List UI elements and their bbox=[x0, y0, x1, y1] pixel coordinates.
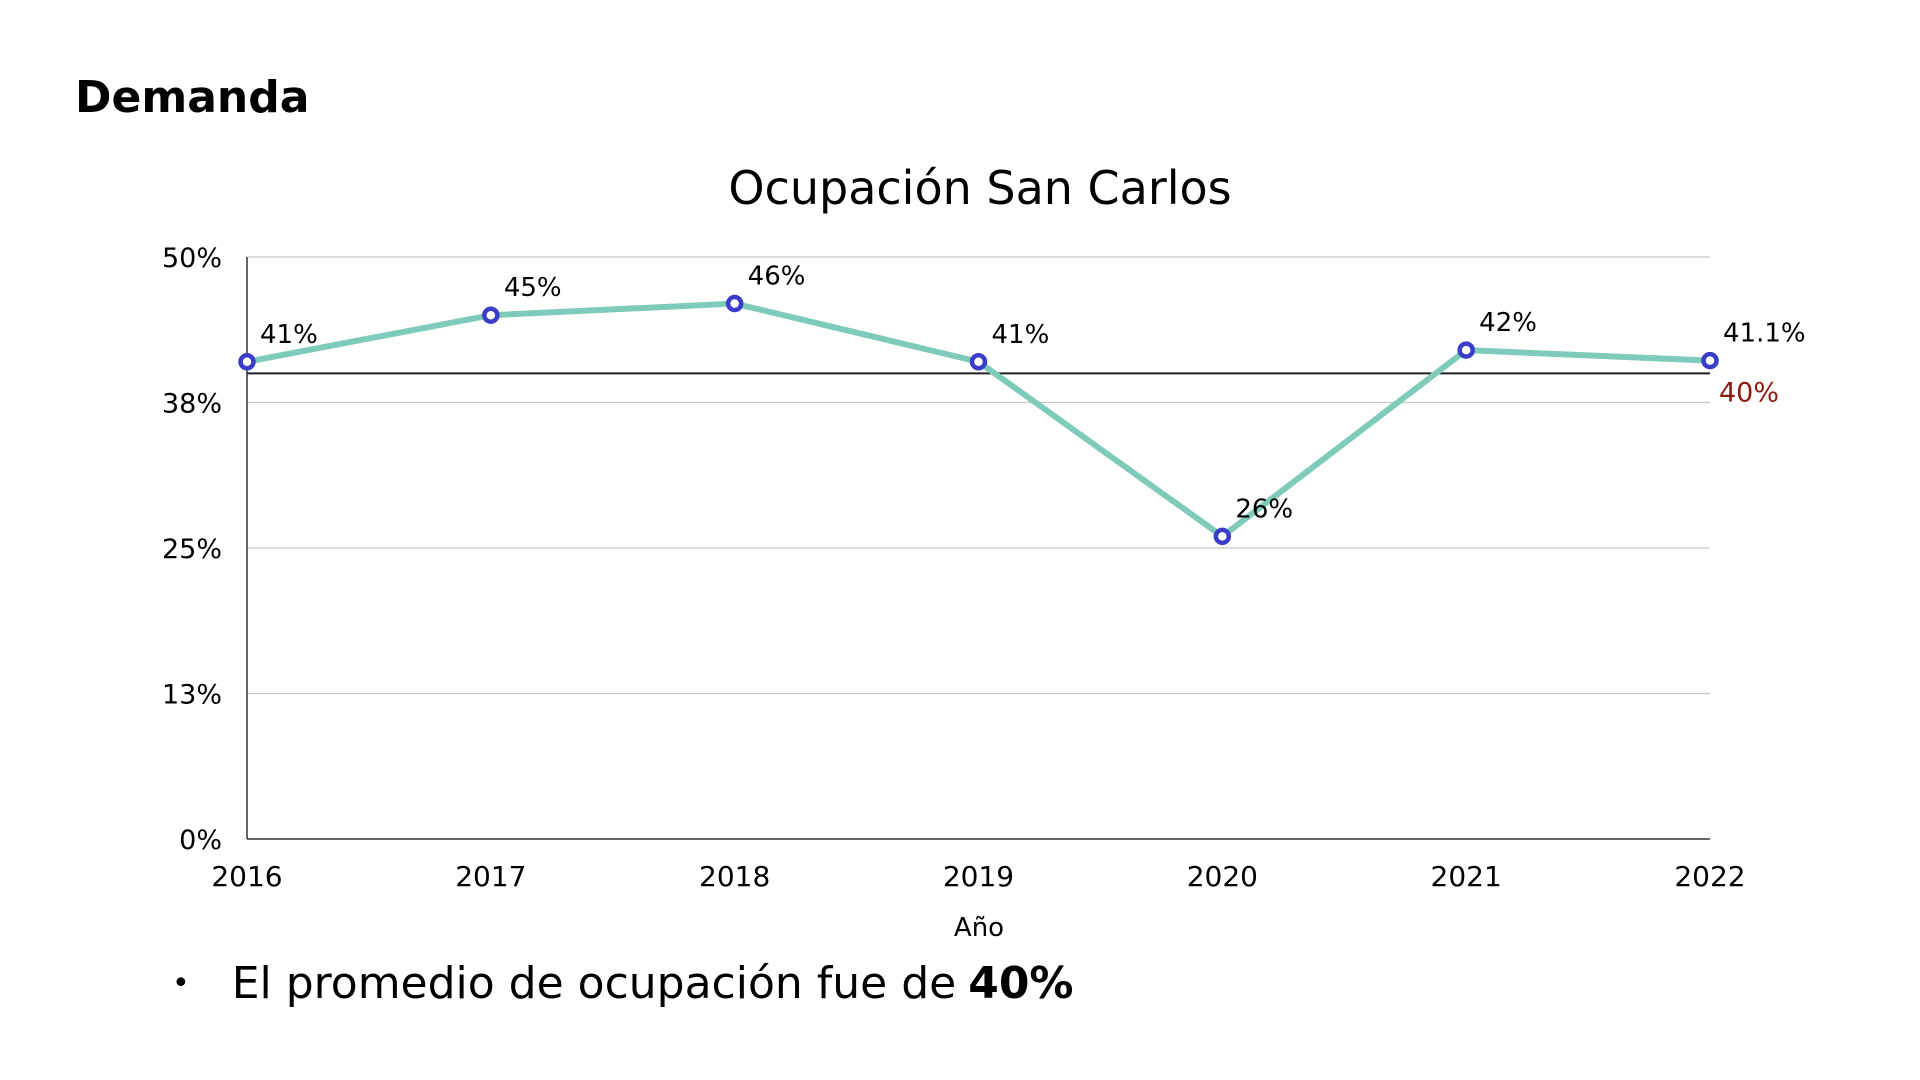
data-point bbox=[1701, 351, 1719, 370]
data-point bbox=[1457, 341, 1475, 359]
x-axis-label: Año bbox=[954, 913, 1004, 943]
x-tick-label: 2020 bbox=[1187, 860, 1258, 893]
data-label: 41% bbox=[260, 320, 318, 350]
x-tick-label: 2017 bbox=[455, 860, 526, 893]
data-label: 41.1% bbox=[1723, 319, 1806, 349]
x-tick-label: 2022 bbox=[1674, 860, 1745, 893]
y-tick-label: 38% bbox=[162, 389, 222, 420]
data-label: 26% bbox=[1235, 494, 1293, 524]
chart-title: Ocupación San Carlos bbox=[728, 161, 1231, 215]
bullet-bold-value: 40% bbox=[968, 958, 1074, 1009]
data-label: 41% bbox=[992, 320, 1050, 350]
summary-bullet: • El promedio de ocupación fue de 40% bbox=[172, 958, 1074, 1009]
bullet-dot: • bbox=[172, 966, 190, 1001]
x-tick-label: 2021 bbox=[1431, 860, 1502, 893]
y-tick-label: 0% bbox=[179, 825, 222, 856]
series-line bbox=[246, 300, 1711, 540]
y-tick-label: 25% bbox=[162, 534, 222, 565]
y-tick-label: 13% bbox=[162, 680, 222, 711]
y-tick-label: 50% bbox=[162, 243, 222, 274]
section-heading: Demanda bbox=[75, 72, 310, 123]
data-point bbox=[238, 353, 256, 371]
x-tick-label: 2016 bbox=[211, 860, 282, 893]
data-point bbox=[1213, 527, 1232, 546]
x-tick-label: 2018 bbox=[699, 860, 770, 893]
bullet-text: El promedio de ocupación fue de bbox=[231, 958, 957, 1009]
data-label: 45% bbox=[504, 273, 562, 303]
data-point bbox=[725, 294, 744, 313]
data-label: 42% bbox=[1479, 308, 1537, 338]
data-point bbox=[482, 306, 500, 324]
x-tick-label: 2019 bbox=[943, 860, 1014, 893]
average-label: 40% bbox=[1719, 377, 1779, 408]
data-label: 46% bbox=[748, 262, 806, 292]
data-point bbox=[969, 353, 988, 371]
